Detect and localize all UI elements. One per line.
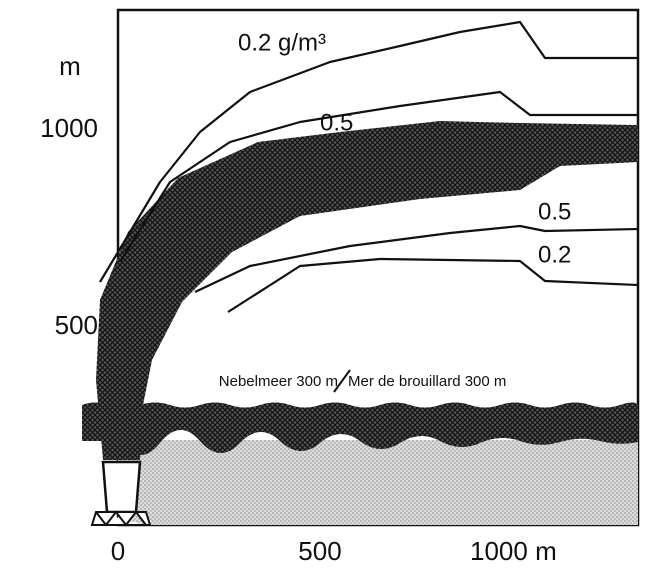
x-tick-label: 1000 m	[470, 536, 557, 566]
fog-layer	[82, 402, 638, 456]
x-tick-label: 0	[111, 536, 125, 566]
contour-line	[119, 90, 638, 263]
plume	[96, 121, 638, 460]
contour-line	[99, 20, 638, 283]
contour-label: 0.5	[538, 198, 571, 225]
separator	[333, 369, 351, 393]
fog-label: Nebelmeer 300 m	[219, 373, 338, 390]
contour-line	[194, 224, 639, 293]
cooling-tower	[90, 460, 152, 527]
contour-label: 0.2 g/m³	[238, 29, 326, 56]
y-unit: m	[59, 51, 81, 81]
x-tick-label: 500	[298, 536, 341, 566]
contour-label: 0.2	[538, 241, 571, 268]
y-tick-label: 500	[55, 310, 98, 340]
contour-line	[227, 257, 639, 313]
y-tick-label: 1000	[40, 113, 98, 143]
contour-label: 0.5	[320, 109, 353, 136]
fog-label: Mer de brouillard 300 m	[348, 373, 506, 390]
ground-fog	[118, 440, 638, 525]
